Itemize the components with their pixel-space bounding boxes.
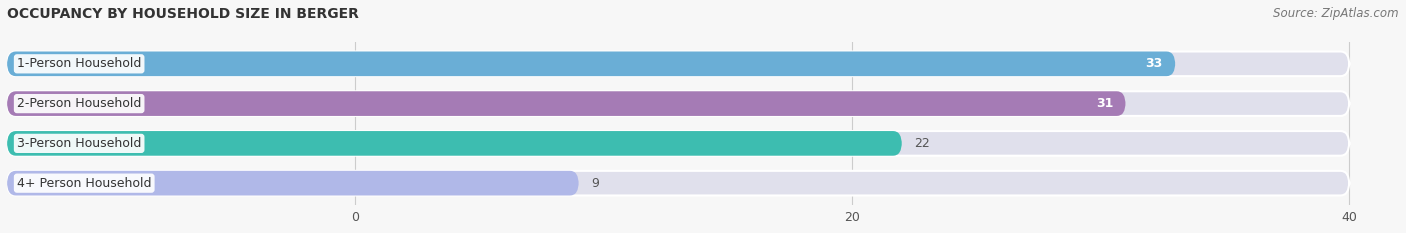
Text: 9: 9 <box>591 177 599 190</box>
Text: 2-Person Household: 2-Person Household <box>17 97 142 110</box>
Text: 31: 31 <box>1095 97 1114 110</box>
Text: 22: 22 <box>914 137 929 150</box>
FancyBboxPatch shape <box>7 51 1175 76</box>
Text: 1-Person Household: 1-Person Household <box>17 57 142 70</box>
Text: 3-Person Household: 3-Person Household <box>17 137 142 150</box>
FancyBboxPatch shape <box>7 131 901 156</box>
Text: OCCUPANCY BY HOUSEHOLD SIZE IN BERGER: OCCUPANCY BY HOUSEHOLD SIZE IN BERGER <box>7 7 359 21</box>
Text: Source: ZipAtlas.com: Source: ZipAtlas.com <box>1274 7 1399 20</box>
FancyBboxPatch shape <box>7 51 1350 76</box>
FancyBboxPatch shape <box>7 171 579 195</box>
FancyBboxPatch shape <box>7 91 1126 116</box>
FancyBboxPatch shape <box>7 91 1350 116</box>
Text: 4+ Person Household: 4+ Person Household <box>17 177 152 190</box>
FancyBboxPatch shape <box>7 131 1350 156</box>
Text: 33: 33 <box>1146 57 1163 70</box>
FancyBboxPatch shape <box>7 171 1350 195</box>
